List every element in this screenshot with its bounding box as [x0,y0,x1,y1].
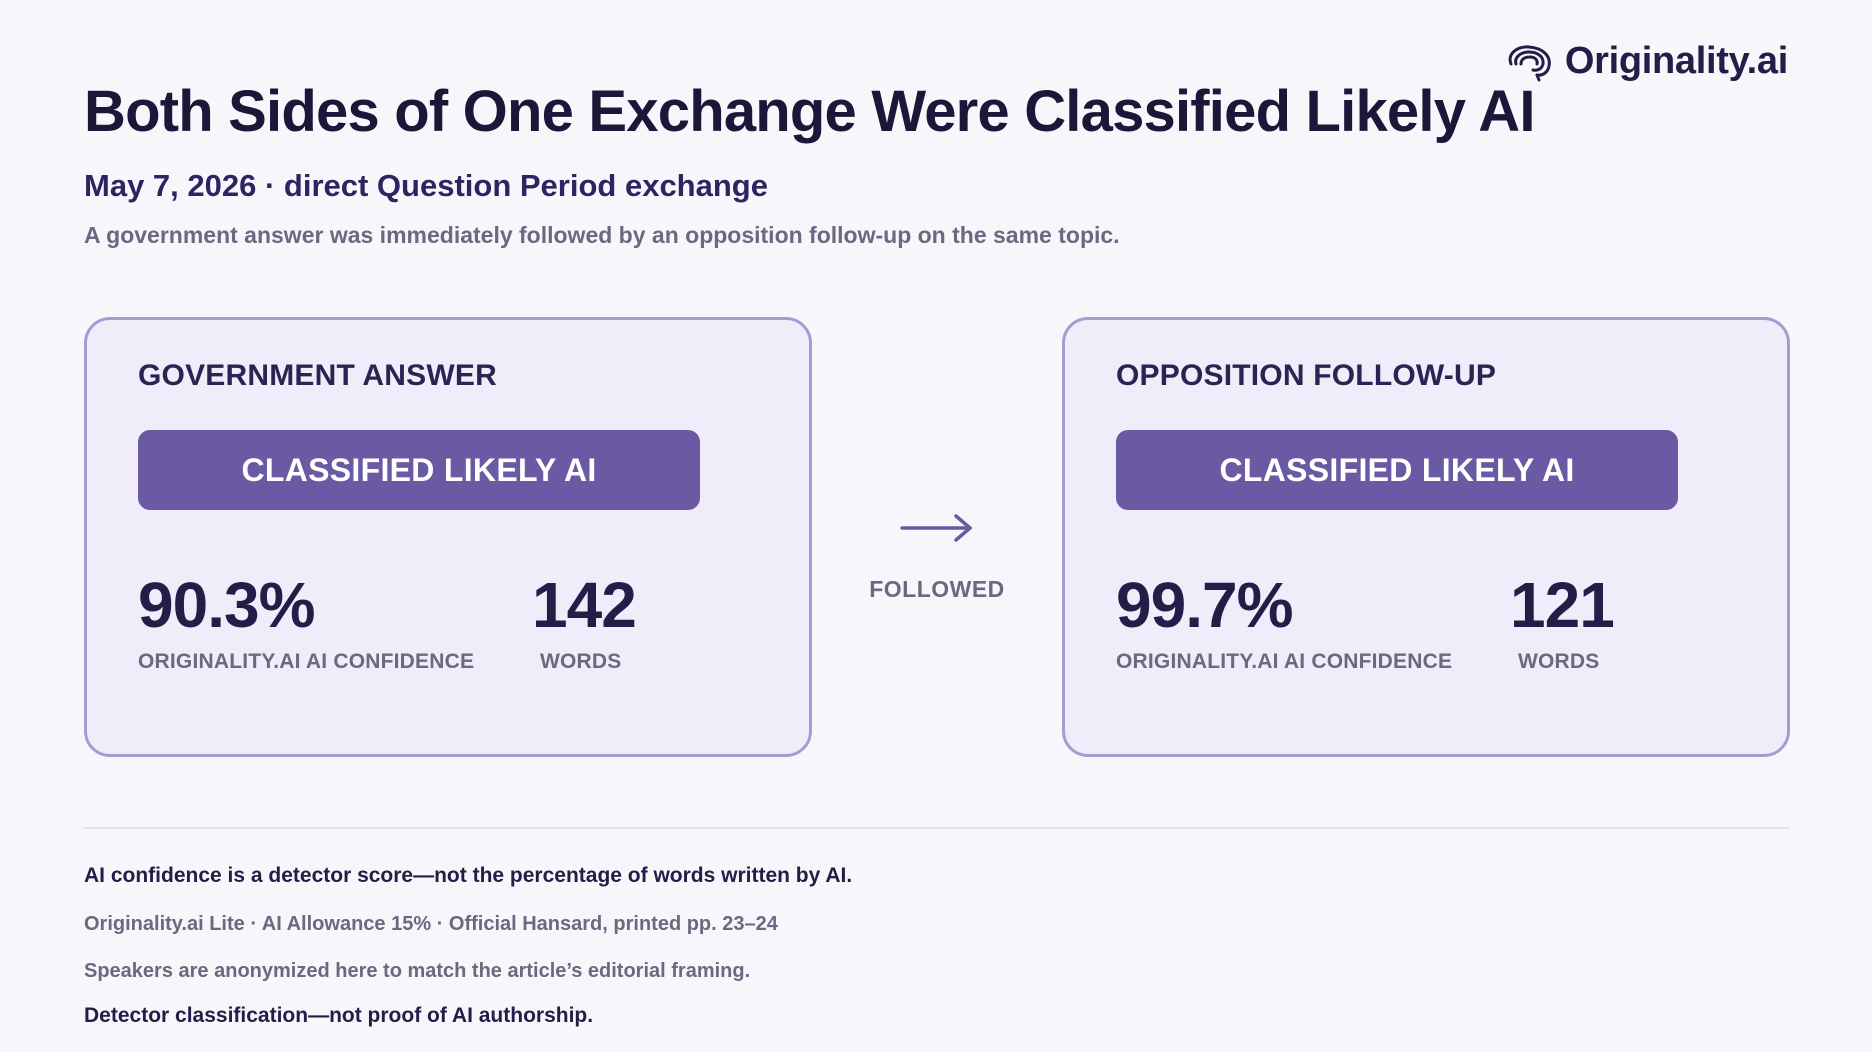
brand-name: Originality.ai [1564,40,1788,82]
footnote-confidence-definition: AI confidence is a detector score—not th… [84,864,853,887]
footer-divider [84,827,1789,829]
brain-logo-icon [1508,44,1551,81]
word-count-label: WORDS [1518,650,1600,673]
confidence-value: 90.3% [138,569,315,641]
classification-badge: CLASSIFIED LIKELY AI [138,430,700,510]
card-heading: GOVERNMENT ANSWER [138,359,497,392]
word-count-value: 142 [532,569,637,641]
confidence-label: ORIGINALITY.AI AI CONFIDENCE [1116,650,1453,673]
word-count-label: WORDS [540,650,622,673]
page-title: Both Sides of One Exchange Were Classifi… [84,79,1536,144]
connector-label: FOLLOWED [869,576,1005,602]
page-description: A government answer was immediately foll… [84,222,1120,248]
footnote-source: Originality.ai Lite · AI Allowance 15% ·… [84,913,778,935]
page-subtitle: May 7, 2026 · direct Question Period exc… [84,168,768,203]
arrow-right-icon [900,514,972,542]
confidence-value: 99.7% [1116,569,1293,641]
confidence-label: ORIGINALITY.AI AI CONFIDENCE [138,650,475,673]
footnote-disclaimer: Detector classification—not proof of AI … [84,1004,594,1027]
word-count-value: 121 [1510,569,1615,641]
brand-logo: Originality.ai [1503,40,1788,83]
followed-connector: FOLLOWED [812,510,1062,603]
classification-badge: CLASSIFIED LIKELY AI [1116,430,1678,510]
government-answer-card: GOVERNMENT ANSWER CLASSIFIED LIKELY AI 9… [84,317,812,757]
card-heading: OPPOSITION FOLLOW-UP [1116,359,1497,392]
opposition-follow-up-card: OPPOSITION FOLLOW-UP CLASSIFIED LIKELY A… [1062,317,1790,757]
footnote-anonymization: Speakers are anonymized here to match th… [84,960,751,982]
